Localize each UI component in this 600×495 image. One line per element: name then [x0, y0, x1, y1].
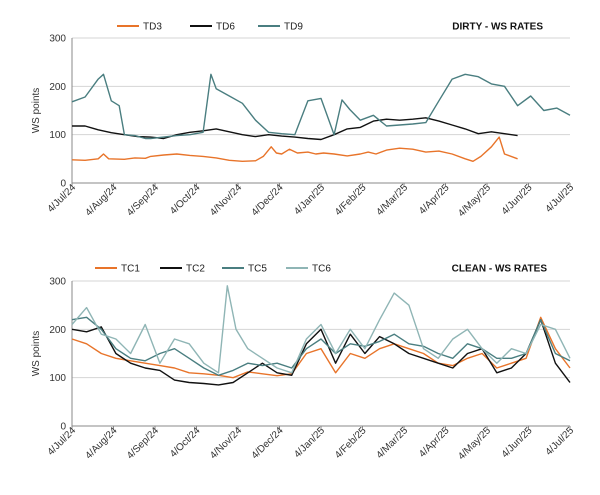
series-line-tc1: [71, 316, 571, 379]
series-line-tc6: [71, 285, 571, 374]
x-tick-label: 4/Nov/24: [208, 425, 244, 461]
y-tick-label: 300: [49, 277, 66, 288]
x-tick-label: 4/Apr/25: [417, 425, 452, 460]
x-tick-label: 4/Jun/25: [500, 425, 535, 460]
x-tick-label: 4/Jan/25: [292, 425, 327, 460]
legend-label-td6: TD6: [216, 22, 235, 33]
panel-title: DIRTY - WS RATES: [452, 22, 543, 33]
x-tick-label: 4/May/25: [456, 425, 493, 462]
x-tick-label: 4/Aug/24: [84, 182, 120, 218]
y-tick-label: 100: [49, 130, 66, 141]
x-tick-label: 4/Aug/24: [84, 425, 120, 461]
legend-label-td9: TD9: [284, 22, 303, 33]
legend-label-tc1: TC1: [121, 264, 140, 275]
y-tick-label: 0: [60, 179, 66, 190]
x-tick-label: 4/Feb/25: [333, 425, 369, 461]
series-line-tc5: [71, 316, 571, 376]
x-tick-label: 4/Oct/24: [168, 182, 203, 217]
x-tick-label: 4/Sep/24: [125, 425, 161, 461]
panel-title: CLEAN - WS RATES: [452, 264, 548, 275]
series-line-tc2: [71, 319, 571, 386]
series-line-td9: [71, 73, 571, 140]
x-tick-label: 4/Jun/25: [500, 182, 535, 217]
legend-label-td3: TD3: [143, 22, 162, 33]
y-tick-label: 0: [60, 422, 66, 433]
x-tick-label: 4/Feb/25: [333, 182, 369, 218]
x-tick-label: 4/Jan/25: [292, 182, 327, 217]
y-tick-label: 100: [49, 373, 66, 384]
y-axis-title: WS points: [31, 88, 42, 134]
y-tick-label: 300: [49, 34, 66, 45]
y-tick-label: 200: [49, 325, 66, 336]
x-tick-label: 4/Mar/25: [374, 182, 410, 218]
series-line-td3: [71, 136, 518, 162]
legend-label-tc2: TC2: [186, 264, 205, 275]
x-tick-label: 4/Apr/25: [417, 182, 452, 217]
series-line-td6: [72, 117, 518, 141]
x-tick-label: 4/Mar/25: [374, 425, 410, 461]
y-axis-title: WS points: [31, 331, 42, 377]
legend-label-tc5: TC5: [248, 264, 267, 275]
x-tick-label: 4/Oct/24: [168, 425, 203, 460]
x-tick-label: 4/Dec/24: [250, 425, 286, 461]
y-tick-label: 200: [49, 82, 66, 93]
x-tick-label: 4/Jul/25: [544, 425, 577, 458]
legend-label-tc6: TC6: [312, 264, 331, 275]
x-tick-label: 4/Dec/24: [250, 182, 286, 218]
x-tick-label: 4/Sep/24: [125, 182, 161, 218]
x-tick-label: 4/Jul/25: [544, 182, 577, 215]
x-tick-label: 4/Nov/24: [208, 182, 244, 218]
x-tick-label: 4/May/25: [456, 182, 493, 219]
